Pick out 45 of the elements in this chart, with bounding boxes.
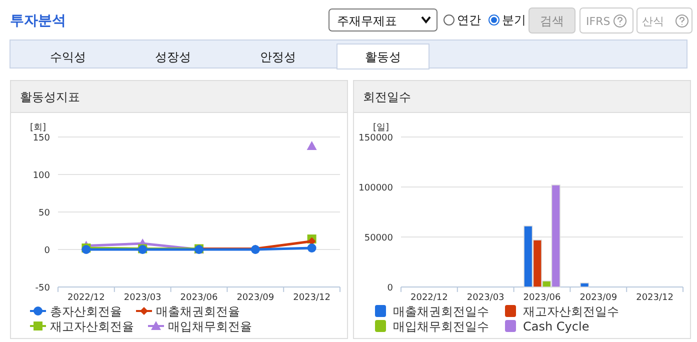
- legend-label: 재고자산회전일수: [523, 304, 619, 318]
- x-tick-label: 2023/12: [636, 293, 674, 303]
- y-tick-label: 100: [32, 171, 50, 181]
- text: 활동성: [365, 50, 401, 64]
- text: 수익성: [50, 50, 86, 64]
- y-tick-label: 100000: [358, 184, 394, 194]
- text: 안정성: [260, 50, 296, 64]
- bar: [580, 282, 590, 288]
- x-tick-label: 2023/06: [523, 293, 561, 303]
- x-tick-label: 2023/09: [580, 293, 618, 303]
- text: 주재무제표: [337, 14, 397, 28]
- x-tick-label: 2023/03: [124, 293, 162, 303]
- y-tick-label: 150000: [358, 134, 394, 144]
- x-tick-label: 2022/12: [410, 293, 448, 303]
- x-tick-label: 2023/06: [180, 293, 218, 303]
- legend-label: 매출채권회전일수: [393, 304, 489, 318]
- text: 분기: [502, 13, 526, 27]
- x-tick-label: 2023/09: [236, 293, 274, 303]
- point: [307, 244, 316, 252]
- text: 성장성: [155, 50, 191, 64]
- chart-title: 활동성지표: [20, 90, 80, 104]
- x-tick-label: 2023/12: [293, 293, 330, 303]
- text: 연간: [457, 13, 481, 27]
- legend-label: 매출채권회전율: [156, 304, 240, 318]
- legend-label: Cash Cycle: [523, 320, 590, 334]
- x-tick-label: 2023/03: [466, 293, 504, 303]
- legend-label: 매입채무회전율: [168, 320, 252, 334]
- text: 투자분석: [10, 13, 66, 29]
- text: IFRS: [586, 15, 610, 28]
- y-axis-title: [회]: [30, 123, 46, 133]
- legend-label: 총자산회전율: [50, 304, 122, 318]
- text: 검색: [540, 14, 564, 28]
- y-tick-label: 50: [38, 208, 50, 218]
- y-tick-label: -50: [35, 284, 50, 294]
- legend-label: 매입채무회전일수: [393, 320, 489, 334]
- x-tick-label: 2022/12: [68, 293, 105, 303]
- y-tick-label: 0: [44, 246, 50, 256]
- y-tick-label: 0: [387, 284, 394, 294]
- y-axis-title: [일]: [373, 123, 390, 133]
- legend-label: 재고자산회전율: [50, 320, 134, 334]
- text: 산식: [642, 15, 664, 28]
- point: [306, 141, 317, 150]
- y-tick-label: 50000: [364, 234, 394, 244]
- chart-title: 회전일수: [363, 90, 411, 104]
- y-tick-label: 150: [32, 134, 50, 144]
